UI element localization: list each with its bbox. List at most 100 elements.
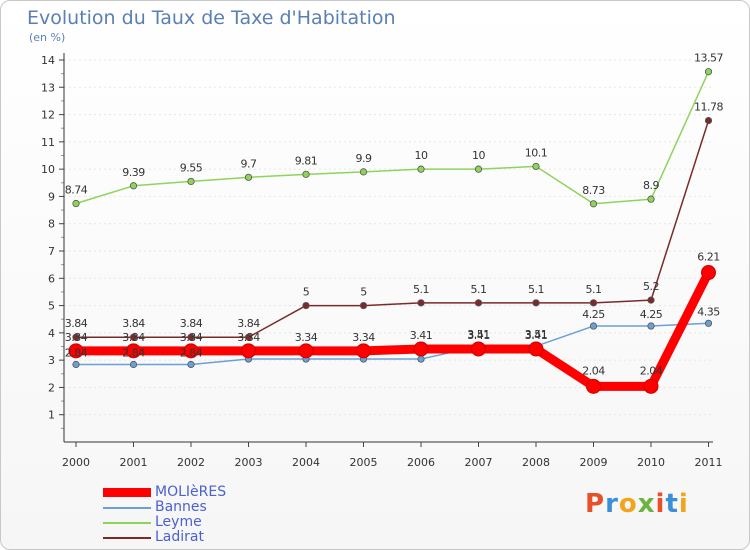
chart-subtitle: (en %): [29, 31, 66, 44]
data-label-bannes-2009: 4.25: [582, 308, 605, 321]
data-point-ladirat-2008: [532, 299, 540, 307]
y-tick-label-6: 6: [48, 272, 55, 285]
data-label-bannes-2011: 4.35: [697, 305, 720, 318]
data-point-bannes-2006: [417, 355, 425, 363]
data-label-leyme-2010: 8.9: [643, 179, 659, 192]
data-point-leyme-2002: [187, 177, 195, 186]
chart-title: Evolution du Taux de Taxe d'Habitation: [27, 7, 396, 29]
data-point-leyme-2003: [244, 173, 253, 181]
legend-label-ladirat: Ladirat: [155, 529, 204, 545]
data-label-ladirat-2002: 3.84: [180, 317, 203, 330]
x-tick-label-2007: 2007: [465, 456, 493, 469]
data-labels-leyme: 8.74 9.39 9.55 9.7 9.81 9.9 10 10 10.1 8.73 8.9 13.…: [65, 52, 724, 197]
series-line-leyme: [75, 70, 710, 205]
y-tick-label-12: 12: [41, 109, 55, 122]
data-point-ladirat-2007: [474, 299, 483, 307]
data-label-leyme-2007: 10: [472, 149, 485, 162]
data-label-ladirat-2007: 5.1: [471, 283, 487, 296]
data-label-bannes-2001: 2.84: [122, 347, 145, 360]
data-point-leyme-2006: [417, 165, 425, 173]
y-tick-label-11: 11: [41, 136, 55, 149]
x-tick-label-2000: 2000: [62, 456, 90, 469]
data-point-molières-2009: [586, 378, 601, 394]
x-tick-label-2008: 2008: [522, 456, 550, 469]
data-point-leyme-2005: [359, 168, 368, 176]
data-point-leyme-2009: [589, 200, 598, 208]
x-tick-label-2003: 2003: [235, 456, 263, 469]
series-ladirat: [72, 116, 713, 341]
data-label-molières-2007: 3.41: [467, 329, 490, 342]
proxiti-logo: Proxiti: [585, 489, 689, 519]
data-label-ladirat-2004: 5: [303, 286, 310, 299]
data-label-molières-2011: 6.21: [697, 251, 720, 264]
legend-swatch-ladirat: [103, 537, 151, 539]
x-tick-label-2010: 2010: [637, 456, 665, 469]
data-label-molières-2009: 2.04: [582, 364, 605, 377]
data-label-molières-2008: 3.41: [525, 329, 548, 342]
data-point-ladirat-2005: [359, 301, 368, 310]
x-tick-label-2001: 2001: [120, 456, 148, 469]
data-point-molières-2000: [68, 343, 84, 359]
data-label-leyme-2008: 10.1: [525, 146, 548, 159]
data-point-molières-2011: [701, 265, 716, 281]
data-label-molières-2006: 3.41: [410, 329, 433, 342]
data-label-leyme-2006: 10: [415, 149, 428, 162]
data-point-bannes-2002: [187, 360, 195, 369]
data-label-ladirat-2000: 3.84: [65, 317, 88, 330]
logo-letter: x: [637, 489, 656, 519]
y-tick-label-8: 8: [48, 218, 55, 231]
logo-letter: P: [585, 489, 606, 519]
legend-label-bannes: Bannes: [155, 499, 207, 515]
data-point-leyme-2010: [647, 195, 655, 203]
data-point-leyme-2008: [532, 162, 540, 171]
data-labels-bannes: 2.84 2.84 2.84 3.51 3.51 4.25 4.25 4.35: [65, 305, 721, 360]
x-tick-label-2006: 2006: [407, 456, 435, 469]
data-label-molières-2000: 3.34: [65, 331, 88, 344]
data-point-molières-2003: [241, 343, 256, 359]
data-point-bannes-2010: [647, 322, 655, 330]
series-molières: [68, 265, 716, 394]
data-label-leyme-2009: 8.73: [582, 184, 605, 197]
data-label-ladirat-2005: 5: [360, 286, 367, 299]
data-label-molières-2004: 3.34: [295, 331, 318, 344]
data-point-molières-2004: [298, 343, 314, 359]
legend-item-leyme: Leyme: [103, 514, 363, 530]
data-point-ladirat-2009: [589, 299, 598, 307]
y-tick-label-2: 2: [48, 381, 55, 394]
data-point-molières-2001: [126, 343, 141, 359]
x-tick-label-2009: 2009: [580, 456, 608, 469]
legend-swatch-molières: [103, 488, 151, 497]
data-point-leyme-2000: [72, 199, 80, 208]
data-label-bannes-2002: 2.84: [180, 347, 203, 360]
data-label-leyme-2003: 9.7: [241, 157, 257, 170]
data-label-leyme-2004: 9.81: [295, 154, 318, 167]
y-tick-label-14: 14: [41, 54, 55, 67]
data-point-bannes-2011: [704, 319, 713, 327]
legend-swatch-bannes: [103, 507, 151, 509]
logo-letter: o: [618, 489, 638, 519]
data-label-ladirat-2008: 5.1: [528, 283, 544, 296]
data-point-molières-2005: [356, 343, 371, 359]
data-label-molières-2002: 3.34: [180, 331, 203, 344]
logo-letter: i: [655, 489, 666, 519]
logo-letter: i: [678, 489, 689, 519]
data-label-molières-2010: 2.04: [640, 364, 663, 377]
data-point-molières-2002: [183, 343, 199, 359]
y-tick-label-10: 10: [41, 163, 55, 176]
data-label-bannes-2000: 2.84: [65, 347, 88, 360]
data-label-molières-2003: 3.34: [237, 331, 260, 344]
data-label-ladirat-2010: 5.2: [643, 280, 659, 293]
data-label-ladirat-2006: 5.1: [413, 283, 429, 296]
data-point-molières-2006: [413, 341, 429, 357]
data-label-ladirat-2001: 3.84: [122, 317, 145, 330]
data-label-bannes-2010: 4.25: [640, 308, 663, 321]
series-line-molières: [71, 268, 713, 391]
series-line-bannes: [75, 322, 710, 366]
data-point-ladirat-2000: [72, 333, 80, 341]
data-point-bannes-2000: [72, 360, 80, 369]
data-point-bannes-2009: [589, 322, 598, 330]
data-point-ladirat-2003: [244, 333, 253, 341]
x-tick-label-2011: 2011: [695, 456, 723, 469]
logo-letter: r: [605, 489, 619, 519]
